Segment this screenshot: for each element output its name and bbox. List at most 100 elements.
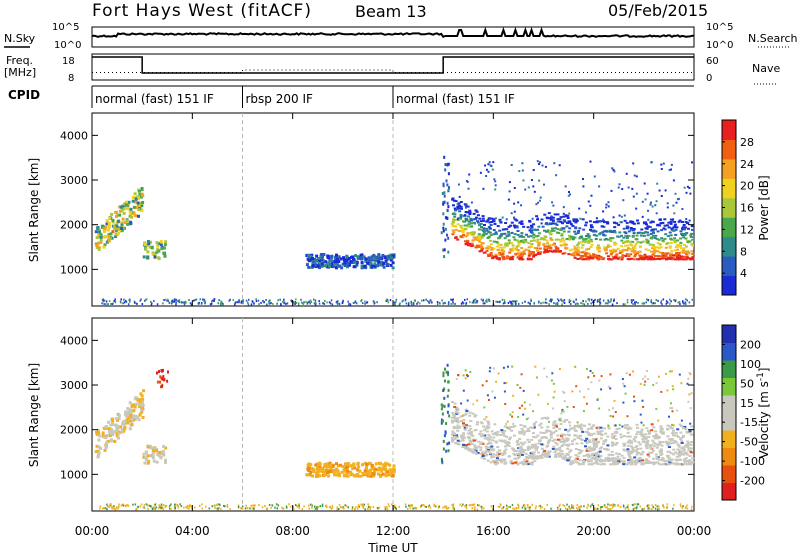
echo-cell [490,430,494,433]
echo-cell [638,245,642,248]
echo-cell [370,467,374,471]
ground-echo [343,507,345,510]
echo-cell [360,261,364,265]
scatter-echo [523,401,526,404]
ground-echo [240,507,242,510]
echo-cell [134,197,138,201]
echo-cell [476,451,480,454]
echo-cell [306,464,310,467]
echo-cell [546,444,550,447]
echo-cell [669,442,673,445]
ground-echo [268,301,270,304]
scatter-echo [505,423,508,425]
echo-cell [532,424,536,427]
ground-echo [395,298,398,301]
echo-cell [94,230,98,234]
ground-echo [115,507,117,510]
echo-cell [584,439,588,442]
ground-echo [114,298,116,301]
echo-cell [581,258,585,261]
echo-cell [363,469,367,473]
echo-cell [673,223,677,226]
ground-echo [340,506,342,509]
echo-cell [639,457,643,460]
scatter-echo [460,402,463,405]
echo-cell [466,225,470,228]
scatter-echo [644,380,647,383]
scatter-echo [500,221,503,224]
echo-cell [685,257,689,260]
echo-cell [634,238,638,241]
echo-cell [612,248,616,251]
echo-cell [639,430,643,433]
ground-echo [610,298,612,301]
ground-echo [146,298,148,301]
echo-cell [682,247,686,250]
ground-echo [654,302,656,305]
echo-cell [547,250,551,253]
ground-echo [423,503,425,506]
echo-cell [531,456,534,459]
ground-echo [140,298,142,301]
ground-echo [556,298,559,301]
echo-cell [681,434,685,437]
echo-cell [626,244,630,247]
ground-echo [413,299,416,302]
echo-cell [582,460,585,462]
echo-cell [115,229,118,233]
scatter-echo [552,382,555,385]
echo-cell [378,462,382,466]
ground-echo [544,301,547,304]
echo-cell [590,454,594,457]
spike-echo [446,410,449,414]
scatter-echo [532,169,535,171]
echo-cell [661,221,665,224]
echo-cell [606,222,609,225]
echo-cell [677,245,680,248]
scatter-echo [521,404,524,407]
echo-cell [667,446,671,448]
scatter-echo [484,164,487,167]
echo-cell [517,243,521,246]
ground-echo [342,506,344,509]
spike-echo [440,231,443,235]
ground-echo [647,503,649,506]
echo-cell [617,235,621,238]
echo-cell [533,460,537,463]
echo-cell [647,225,651,228]
ground-echo [645,301,647,304]
echo-cell [459,236,463,238]
echo-cell [535,445,539,448]
echo-cell [461,423,465,426]
ground-echo [148,504,151,507]
ground-echo [145,503,148,506]
echo-cell [517,253,520,256]
ground-echo [235,301,237,304]
echo-cell [372,253,376,257]
scatter-echo [598,407,601,410]
echo-cell [639,234,643,237]
echo-cell [668,231,672,234]
spike-echo [446,394,449,398]
echo-cell [626,431,630,434]
ground-echo [410,302,413,305]
echo-cell [346,262,350,266]
echo-cell [632,222,636,225]
echo-cell [588,253,591,256]
echo-cell [529,231,533,234]
echo-cell [462,424,466,427]
ground-echo [558,505,561,508]
echo-cell [144,456,147,460]
echo-cell [306,257,310,261]
ground-echo [414,507,417,510]
nave-tick-hi: 60 [706,56,719,67]
echo-cell [507,239,511,242]
echo-cell [532,233,536,236]
echo-cell [633,436,637,439]
echo-cell [482,219,485,222]
echo-cell [490,454,494,457]
spike-echo [442,184,445,188]
ground-echo [591,298,593,301]
scatter-echo [660,195,663,197]
scatter-echo [512,422,515,425]
